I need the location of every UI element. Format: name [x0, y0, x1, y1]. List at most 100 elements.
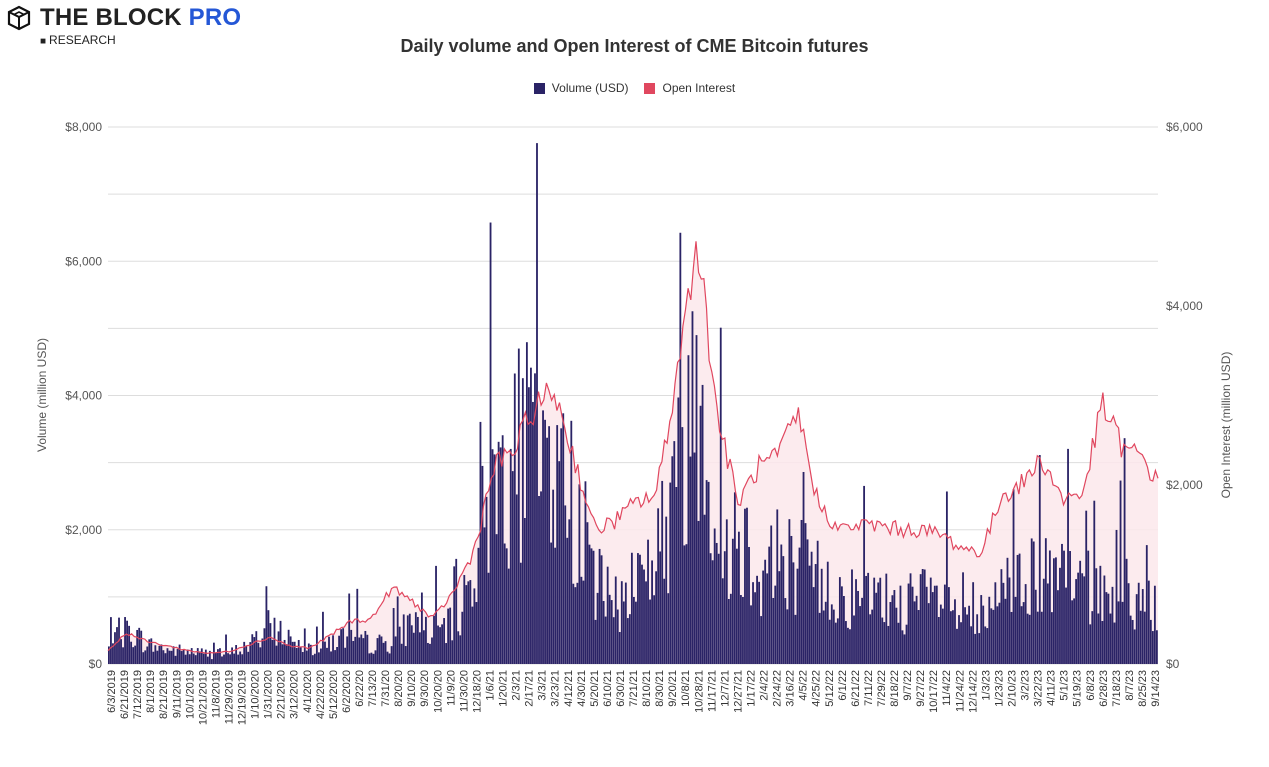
volume-bar: [354, 636, 357, 664]
volume-bar: [984, 626, 987, 664]
volume-bar: [661, 480, 664, 664]
x-tick-label: 9/11/2019: [171, 670, 183, 718]
volume-bar: [1030, 538, 1033, 664]
volume-bar: [350, 629, 353, 664]
volume-bar: [766, 573, 769, 664]
x-tick-label: 11/29/2019: [223, 670, 235, 724]
volume-bar: [271, 639, 274, 664]
volume-bar: [838, 577, 841, 664]
volume-bar: [939, 604, 942, 664]
volume-bar: [639, 554, 641, 664]
x-tick-label: 10/8/21: [680, 670, 692, 707]
volume-bar: [762, 570, 765, 664]
y-axis-left-title: Volume (million USD): [35, 338, 49, 452]
x-tick-label: 10/20/20: [432, 670, 444, 713]
volume-bar: [178, 644, 181, 664]
volume-bar: [328, 636, 330, 664]
volume-bar: [445, 643, 448, 664]
y-left-tick-label: $0: [89, 657, 103, 671]
volume-bar: [647, 539, 649, 664]
volume-bar: [897, 622, 900, 664]
volume-bar: [976, 614, 979, 664]
volume-bar: [485, 496, 488, 664]
volume-bar: [425, 616, 427, 664]
volume-bar: [108, 646, 110, 664]
volume-bar: [907, 583, 910, 664]
volume-bar: [1006, 557, 1009, 664]
volume-bar: [933, 585, 936, 664]
volume-bar: [758, 581, 761, 664]
volume-bar: [291, 641, 294, 664]
volume-bar: [1093, 500, 1096, 664]
volume-bar: [725, 519, 728, 664]
volume-bar: [859, 606, 861, 664]
volume-bar: [1143, 611, 1146, 664]
volume-bar: [164, 653, 167, 664]
legend-item-volume: Volume (USD): [533, 81, 628, 95]
x-tick-label: 2/17/21: [524, 670, 536, 707]
volume-bar: [257, 642, 260, 664]
volume-bar: [798, 547, 801, 664]
x-tick-label: 9/10/20: [406, 670, 418, 707]
volume-bar: [544, 419, 546, 664]
volume-bar: [322, 611, 324, 664]
x-tick-label: 8/21/2019: [158, 670, 170, 719]
volume-bar: [416, 616, 419, 664]
volume-bar: [913, 601, 916, 664]
brand-subtitle-text: RESEARCH: [49, 33, 116, 47]
volume-bar: [834, 622, 837, 664]
x-tick-label: 1/17/22: [746, 670, 758, 707]
volume-bar: [992, 609, 995, 664]
volume-bar: [994, 582, 997, 664]
volume-bar: [792, 562, 795, 664]
volume-bar: [1113, 622, 1116, 664]
x-tick-label: 2/24/22: [772, 670, 784, 707]
volume-bar: [1123, 438, 1126, 664]
volume-bar: [114, 632, 116, 664]
volume-bar: [513, 373, 516, 664]
box-cube-icon: [7, 5, 31, 31]
volume-bar: [651, 560, 653, 664]
volume-bar: [1008, 577, 1011, 664]
volume-bar: [219, 648, 221, 664]
volume-bar: [780, 544, 783, 664]
volume-bar: [1149, 619, 1152, 664]
volume-bar: [820, 568, 823, 664]
volume-bar: [384, 641, 387, 664]
volume-bar: [917, 610, 920, 664]
volume-bar: [326, 647, 328, 664]
volume-bar: [810, 551, 813, 664]
volume-bar: [408, 613, 411, 664]
volume-bar: [305, 650, 308, 664]
volume-bar: [447, 608, 450, 664]
volume-bar: [742, 596, 744, 664]
volume-bar: [744, 508, 746, 664]
volume-bar: [225, 634, 227, 664]
volume-bar: [334, 650, 336, 664]
volume-bar: [200, 648, 203, 664]
volume-bar: [628, 614, 631, 664]
y-left-tick-label: $2,000: [65, 523, 102, 537]
y-right-tick-label: $4,000: [1166, 299, 1203, 313]
volume-bar: [915, 595, 918, 664]
volume-bar: [645, 581, 647, 664]
x-tick-label: 12/19/2019: [237, 670, 249, 725]
volume-bar: [637, 553, 639, 664]
x-tick-label: 1/23/23: [993, 670, 1005, 707]
volume-bar: [881, 617, 884, 664]
volume-bar: [517, 348, 520, 664]
volume-bar: [548, 426, 551, 664]
volume-bar: [796, 568, 799, 664]
volume-bar: [552, 489, 555, 664]
volume-bar: [146, 646, 149, 664]
x-tick-label: 6/10/21: [602, 670, 614, 707]
x-tick-label: 7/18/23: [1111, 670, 1123, 707]
volume-bar: [974, 633, 977, 664]
x-tick-label: 9/27/22: [915, 670, 927, 707]
volume-bar: [905, 624, 908, 664]
volume-bar: [138, 627, 141, 664]
volume-bar: [1099, 565, 1102, 664]
volume-bar: [267, 610, 270, 664]
volume-bar: [158, 645, 161, 664]
volume-bar: [380, 636, 383, 664]
